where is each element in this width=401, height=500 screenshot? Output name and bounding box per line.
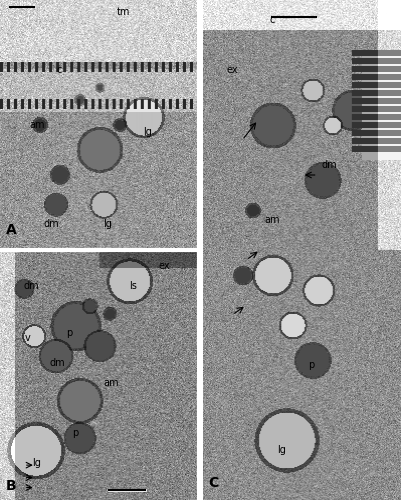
Text: dm: dm	[322, 160, 337, 170]
Text: A: A	[6, 222, 17, 236]
Text: am: am	[264, 215, 280, 225]
Text: B: B	[6, 478, 16, 492]
Text: ex: ex	[227, 65, 238, 75]
Text: dm: dm	[24, 281, 39, 291]
Text: lg: lg	[143, 127, 152, 137]
Text: p: p	[308, 360, 315, 370]
Text: C: C	[209, 476, 219, 490]
Text: lg: lg	[103, 219, 112, 229]
Text: lg: lg	[32, 458, 41, 468]
Text: c: c	[57, 64, 62, 74]
Text: dm: dm	[50, 358, 65, 368]
Text: v: v	[25, 333, 30, 343]
Text: dm: dm	[44, 219, 59, 229]
Text: ls: ls	[129, 281, 137, 291]
Text: p: p	[66, 328, 73, 338]
Text: ex: ex	[159, 261, 170, 271]
Text: am: am	[30, 120, 45, 130]
Text: tm: tm	[116, 8, 130, 18]
Text: p: p	[72, 428, 79, 438]
Text: c: c	[269, 15, 275, 25]
Text: lg: lg	[277, 445, 286, 455]
Text: am: am	[103, 378, 119, 388]
